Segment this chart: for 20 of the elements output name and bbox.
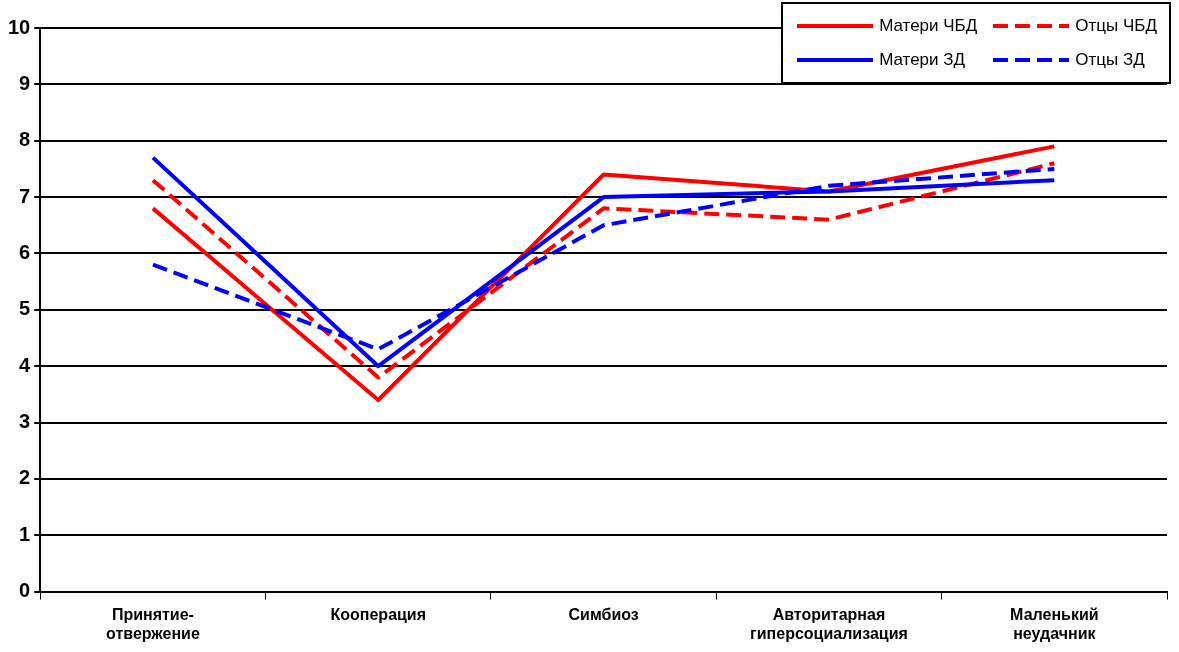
- x-tick-label: Маленький неудачник: [1010, 605, 1099, 642]
- x-tick-label: Авторитарная гиперсоциализация: [750, 605, 908, 642]
- y-tick-label: 8: [19, 128, 31, 151]
- legend-label: Отцы ЗД: [1075, 50, 1145, 70]
- y-tick-label: 6: [19, 240, 31, 263]
- y-tick-label: 3: [19, 410, 31, 433]
- y-tick-label: 5: [19, 297, 31, 320]
- y-tick-label: 0: [19, 579, 31, 602]
- x-tick-label: Принятие-отвержение: [106, 605, 200, 642]
- x-tick-label: Кооперация: [330, 605, 427, 623]
- y-tick-label: 1: [19, 522, 31, 545]
- x-tick-label: Симбиоз: [568, 605, 639, 623]
- y-tick-label: 4: [19, 353, 32, 376]
- legend-label: Отцы ЧБД: [1075, 16, 1157, 36]
- y-tick-label: 7: [19, 184, 31, 207]
- y-tick-label: 2: [19, 466, 31, 489]
- legend-label: Матери ЧБД: [879, 16, 978, 36]
- y-tick-label: 10: [8, 15, 31, 38]
- legend-label: Матери ЗД: [879, 50, 966, 70]
- y-tick-label: 9: [19, 71, 31, 94]
